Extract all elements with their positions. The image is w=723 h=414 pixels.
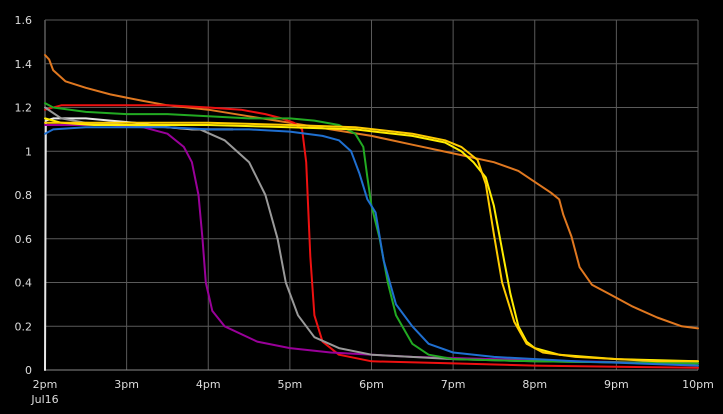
y-tick-label: 0.8	[15, 189, 33, 202]
y-tick-label: 0	[25, 364, 32, 377]
grid	[45, 20, 698, 370]
y-tick-label: 1	[25, 145, 32, 158]
x-tick-label: 4pm	[196, 378, 221, 391]
x-tick-label: 10pm	[682, 378, 714, 391]
y-tick-label: 1.6	[15, 14, 33, 27]
x-tick-label: 2pm	[33, 378, 58, 391]
y-tick-label: 1.4	[15, 58, 33, 71]
x-tick-label: 7pm	[441, 378, 466, 391]
y-tick-label: 0.4	[15, 277, 33, 290]
tick-labels: 2pm 3pm 4pm 5pm 6pm 7pm 8pm 9pm 10pm Jul16 0 0.2 0.4…	[15, 14, 714, 406]
y-tick-label: 0.6	[15, 233, 33, 246]
series-line-2	[45, 118, 233, 370]
y-tick-label: 1.2	[15, 102, 33, 115]
x-tick-label: 3pm	[114, 378, 139, 391]
x-tick-label: 8pm	[522, 378, 547, 391]
x-tick-label: 9pm	[604, 378, 629, 391]
y-tick-label: 0.2	[15, 320, 33, 333]
x-tick-sublabel: Jul16	[30, 393, 58, 406]
x-tick-label: 6pm	[359, 378, 384, 391]
x-tick-label: 5pm	[278, 378, 303, 391]
